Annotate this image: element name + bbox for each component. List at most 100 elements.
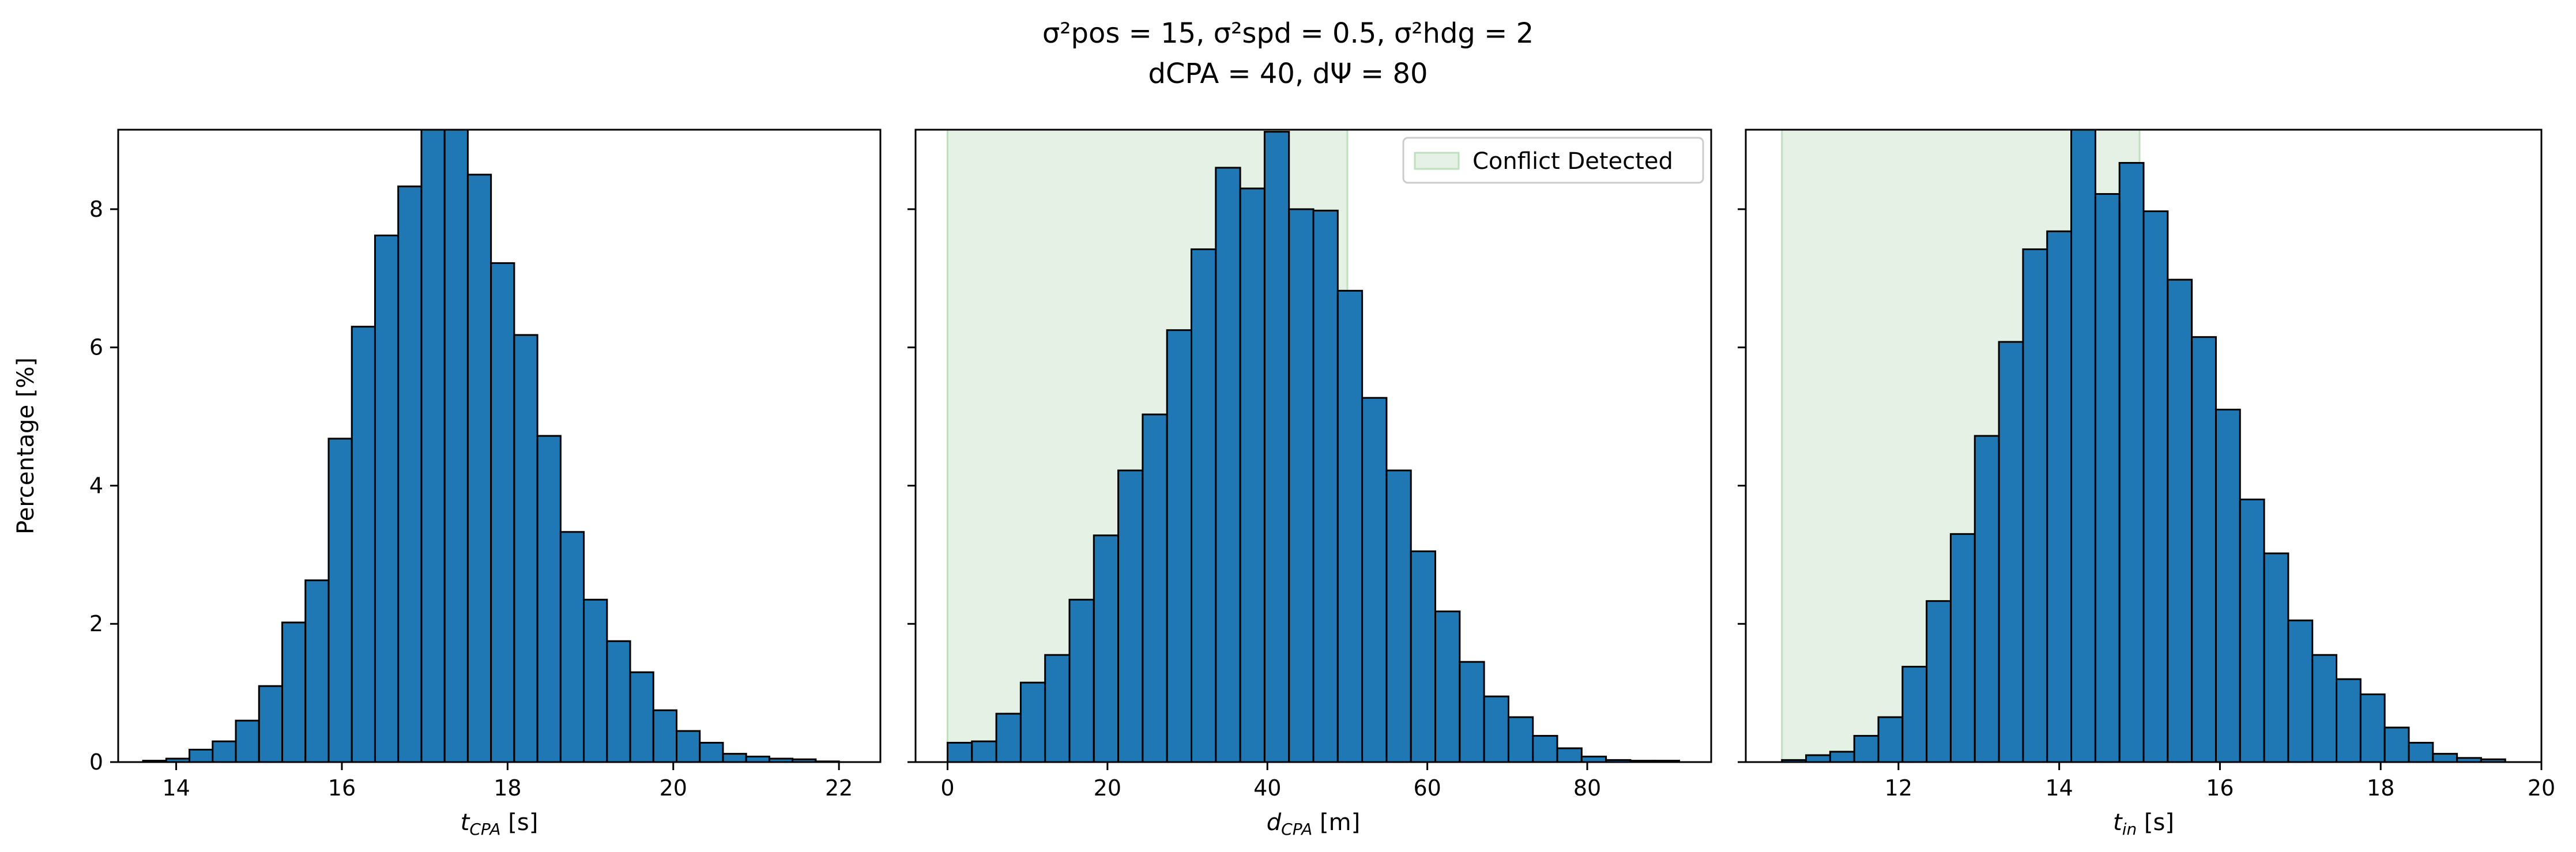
- x-axis-label: tCPA [s]: [461, 809, 538, 839]
- histogram-bar: [281, 621, 307, 763]
- x-tick-label: 40: [1253, 775, 1281, 801]
- figure-title-line1: σ²pos = 15, σ²spd = 0.5, σ²hdg = 2: [1042, 17, 1534, 50]
- histogram-bar: [1556, 747, 1583, 763]
- histogram-bar: [2046, 230, 2073, 763]
- subplot-panels: 14 16 18 20 22 0 2 4 6 8 Percentage [%] tCPA [s] 0 20…: [13, 129, 2555, 839]
- histogram-bar: [2215, 409, 2241, 763]
- legend-box: [1402, 137, 1704, 184]
- x-tick-label: 20: [2528, 775, 2555, 801]
- histogram-bar: [1142, 413, 1168, 763]
- histogram-bar: [235, 719, 260, 763]
- histogram-bar: [1117, 469, 1144, 763]
- histogram-bar: [2191, 336, 2217, 763]
- histogram-bar: [2287, 619, 2314, 763]
- x-tick-label: 80: [1573, 775, 1601, 801]
- histogram-bar: [1805, 754, 1831, 763]
- histogram-bar: [559, 531, 585, 763]
- plot-frame: [1745, 129, 2543, 763]
- x-tick-label: 16: [328, 775, 356, 801]
- histogram-bar: [1239, 187, 1266, 763]
- plot-frame: [117, 129, 882, 763]
- histogram-bar: [1410, 550, 1437, 763]
- histogram-bar: [1215, 167, 1241, 763]
- histogram-bar: [2142, 210, 2169, 763]
- x-axis-label: tin [s]: [2113, 809, 2174, 839]
- histogram-bar: [1532, 734, 1558, 763]
- histogram-bar: [1901, 666, 1928, 763]
- histogram-bar: [1483, 695, 1509, 763]
- histogram-bar: [1068, 598, 1095, 763]
- histogram-bar: [1926, 600, 1952, 763]
- histogram-bar: [2311, 654, 2338, 763]
- x-tick-label: 12: [1885, 775, 1912, 801]
- y-tick-label: 6: [89, 335, 103, 360]
- y-tick-label: 2: [89, 611, 103, 636]
- histogram-bar: [374, 234, 400, 763]
- histogram-bar: [583, 598, 608, 763]
- histogram-bar: [1263, 131, 1290, 763]
- histogram-bar: [1336, 289, 1364, 763]
- histogram-bar: [1361, 397, 1388, 763]
- histogram-bar: [1998, 341, 2024, 763]
- histogram-bar: [676, 730, 701, 763]
- histogram-bar: [420, 129, 446, 763]
- histogram-bar: [258, 685, 284, 763]
- x-axis-label: dCPA [m]: [1267, 809, 1360, 839]
- histogram-bar: [536, 435, 562, 763]
- histogram-bar: [1093, 534, 1120, 763]
- x-tick-label: 22: [825, 775, 853, 801]
- histogram-bar: [2263, 552, 2289, 763]
- plot-frame: [914, 129, 1712, 763]
- histogram-bar: [2359, 693, 2386, 763]
- x-tick-label: 60: [1413, 775, 1441, 801]
- histogram-bar: [466, 174, 492, 763]
- legend: Conflict Detected: [1402, 137, 1704, 184]
- histogram-bar: [1459, 661, 1485, 763]
- histogram-bar: [699, 741, 724, 763]
- histogram-bar: [189, 748, 214, 763]
- x-tick-label: 20: [660, 775, 687, 801]
- histogram-bar: [1507, 716, 1534, 763]
- figure-title-line2: dCPA = 40, dΨ = 80: [1148, 58, 1428, 90]
- histogram-bar: [1385, 469, 1412, 763]
- histogram-bar: [490, 262, 515, 763]
- subplot-2: 0 20 40 60 80 dCPA [m] Conflict Detected: [907, 129, 1712, 839]
- histogram-bar: [2118, 162, 2145, 763]
- histogram-bar: [1974, 435, 2000, 763]
- legend-swatch: [1414, 152, 1460, 170]
- histogram-bar: [327, 438, 353, 763]
- histogram-bar: [606, 640, 631, 763]
- y-axis-label: Percentage [%]: [13, 357, 39, 534]
- subplot-3: 12 14 16 18 20 tin [s]: [1738, 129, 2555, 839]
- x-tick-label: 18: [494, 775, 521, 801]
- histogram-bar: [1877, 716, 1904, 763]
- histogram-bar: [1434, 610, 1461, 763]
- x-tick-label: 14: [2045, 775, 2073, 801]
- subplot-1: 14 16 18 20 22 0 2 4 6 8 Percentage [%] tCPA [s]: [13, 129, 882, 839]
- histogram-bar: [2167, 278, 2193, 763]
- histogram-bar: [1044, 654, 1071, 763]
- histogram-bar: [971, 740, 997, 763]
- histogram-bar: [995, 712, 1022, 763]
- y-tick-label: 0: [89, 749, 103, 775]
- histogram-bar: [652, 709, 678, 763]
- histogram-bar: [1166, 329, 1192, 763]
- x-tick-label: 14: [162, 775, 190, 801]
- y-tick-label: 4: [89, 473, 103, 498]
- histogram-bar: [1019, 681, 1046, 763]
- histogram-bar: [722, 753, 747, 763]
- x-tick-label: 20: [1094, 775, 1121, 801]
- y-tick-label: 8: [89, 197, 103, 222]
- x-tick-label: 18: [2367, 775, 2394, 801]
- histogram-bar: [513, 334, 538, 763]
- histogram-bar: [629, 671, 654, 763]
- histogram-bar: [2336, 678, 2362, 763]
- histogram-bar: [1829, 751, 1855, 763]
- legend-label: Conflict Detected: [1472, 148, 1673, 175]
- histogram-bar: [2432, 753, 2458, 763]
- histogram-bar: [1312, 209, 1339, 763]
- histogram-bar: [1190, 248, 1217, 763]
- histogram-bar: [2383, 726, 2410, 763]
- x-tick-label: 16: [2206, 775, 2234, 801]
